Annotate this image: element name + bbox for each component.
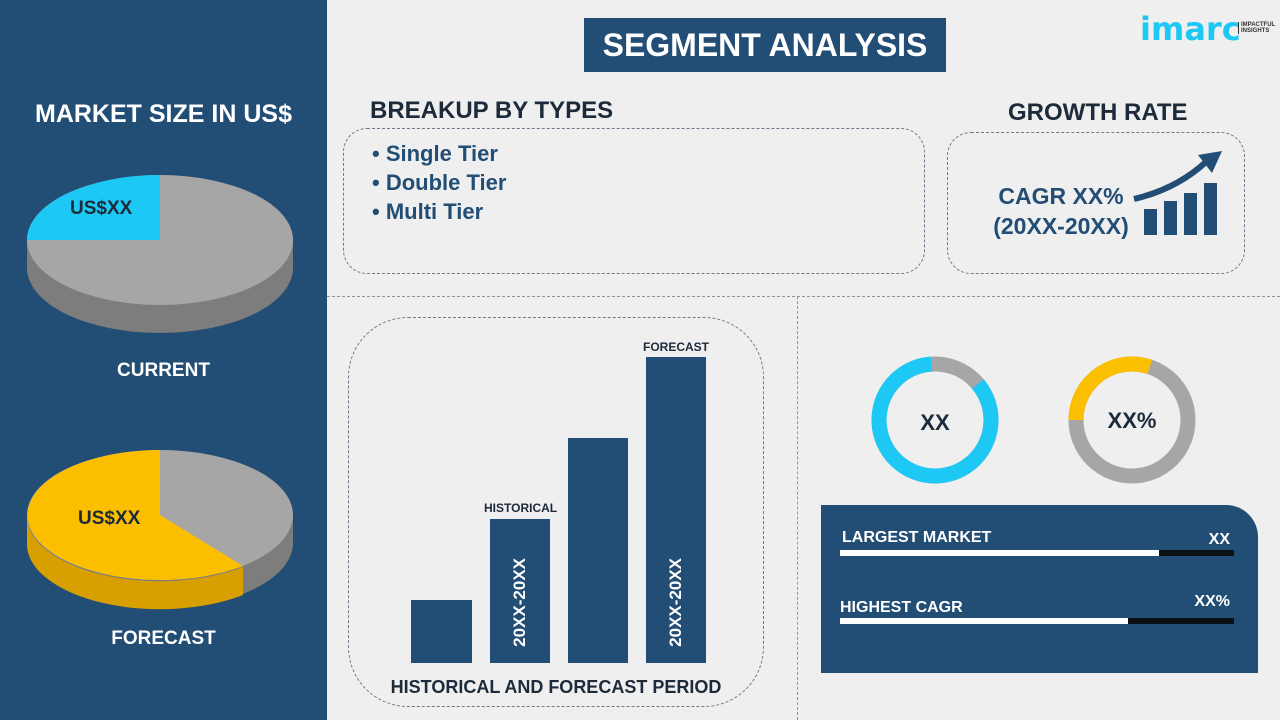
breakup-title: BREAKUP BY TYPES bbox=[370, 97, 614, 124]
highest-cagr-value: XX% bbox=[1194, 593, 1230, 610]
bar-4: 20XX-20XX bbox=[646, 357, 706, 663]
historical-range: 20XX-20XX bbox=[510, 558, 529, 647]
bar-2: 20XX-20XX bbox=[490, 519, 550, 663]
largest-market-value: XX bbox=[1208, 531, 1230, 548]
largest-market-bar bbox=[840, 550, 1234, 556]
current-pie-chart bbox=[27, 175, 293, 333]
forecast-label: FORECAST bbox=[643, 340, 709, 354]
type-item: • Multi Tier bbox=[372, 199, 484, 224]
page-title: SEGMENT ANALYSIS bbox=[584, 18, 946, 72]
logo-tagline: IMPACTFUL INSIGHTS bbox=[1238, 22, 1278, 34]
donut-1 bbox=[871, 356, 999, 484]
type-item: • Double Tier bbox=[372, 170, 507, 195]
largest-market-label: LARGEST MARKET bbox=[842, 529, 992, 546]
divider bbox=[327, 296, 1280, 297]
forecast-pie-chart bbox=[26, 450, 293, 610]
donut-2 bbox=[1068, 356, 1196, 484]
bar-3 bbox=[568, 438, 628, 663]
stats-panel: LARGEST MARKET XX HIGHEST CAGR XX% bbox=[821, 505, 1258, 673]
current-label: CURRENT bbox=[117, 360, 210, 381]
donut-2-value: XX% bbox=[1107, 408, 1157, 433]
historical-label: HISTORICAL bbox=[484, 501, 558, 515]
forecast-label: FORECAST bbox=[111, 628, 216, 649]
breakup-box: • Single Tier • Double Tier • Multi Tier bbox=[343, 128, 925, 274]
donut-1-value: XX bbox=[920, 410, 950, 435]
donut-2-fill bbox=[1068, 356, 1196, 484]
cagr-period: (20XX-20XX) bbox=[993, 213, 1129, 239]
forecast-pie-slice bbox=[27, 450, 243, 580]
period-caption: HISTORICAL AND FORECAST PERIOD bbox=[390, 677, 722, 697]
imarc-logo: imarc bbox=[1140, 10, 1241, 48]
divider bbox=[797, 296, 798, 720]
highest-cagr-bar bbox=[840, 618, 1234, 624]
current-pie-slice bbox=[27, 175, 160, 240]
cagr-value: CAGR XX% bbox=[998, 183, 1124, 209]
market-size-title: MARKET SIZE IN US$ bbox=[35, 100, 292, 128]
forecast-value: US$XX bbox=[78, 508, 141, 529]
current-value: US$XX bbox=[70, 198, 133, 219]
bar-1 bbox=[411, 600, 472, 663]
growth-box: CAGR XX% (20XX-20XX) bbox=[947, 132, 1245, 274]
growth-title: GROWTH RATE bbox=[1008, 99, 1188, 126]
growth-chart-icon bbox=[1133, 151, 1222, 235]
type-item: • Single Tier bbox=[372, 141, 498, 166]
period-chart-box bbox=[348, 317, 764, 707]
forecast-range: 20XX-20XX bbox=[666, 558, 685, 647]
highest-cagr-label: HIGHEST CAGR bbox=[840, 599, 963, 616]
donut-1-fill bbox=[871, 356, 999, 484]
market-size-panel: MARKET SIZE IN US$ US$XX CURRENT US$XX F… bbox=[0, 0, 327, 720]
